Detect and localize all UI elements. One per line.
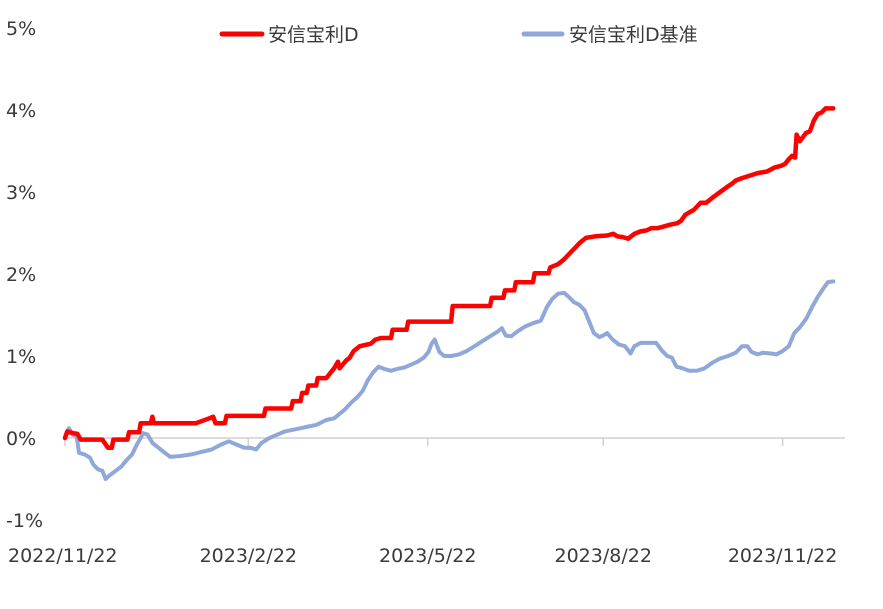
x-tick-label: 2023/8/22	[554, 545, 651, 567]
legend: 安信宝利D 安信宝利D基准	[219, 24, 698, 46]
y-tick-label: 2%	[6, 264, 36, 286]
y-tick-label: -1%	[6, 510, 43, 532]
x-tick-label: 2023/11/22	[728, 545, 838, 567]
y-tick-label: 3%	[6, 182, 36, 204]
x-axis: 2022/11/22 2023/2/22 2023/5/22 2023/8/22 202…	[8, 437, 845, 567]
y-tick-label: 5%	[6, 18, 36, 40]
x-tick-label: 2023/5/22	[379, 545, 476, 567]
y-axis-ticks: 5% 4% 3% 2% 1% 0% -1%	[6, 18, 43, 532]
series-line-benchmark	[63, 279, 836, 481]
y-tick-label: 4%	[6, 100, 36, 122]
x-axis-tick-marks	[64, 438, 784, 446]
y-tick-label: 0%	[6, 428, 36, 450]
x-axis-tick-labels: 2022/11/22 2023/2/22 2023/5/22 2023/8/22 202…	[8, 545, 837, 567]
legend-label-fund: 安信宝利D	[268, 24, 359, 46]
legend-label-benchmark: 安信宝利D基准	[569, 24, 698, 46]
y-tick-label: 1%	[6, 346, 36, 368]
series-lines	[62, 106, 836, 481]
series-line-fund	[62, 106, 836, 451]
x-tick-label: 2022/11/22	[8, 545, 118, 567]
x-tick-label: 2023/2/22	[200, 545, 297, 567]
